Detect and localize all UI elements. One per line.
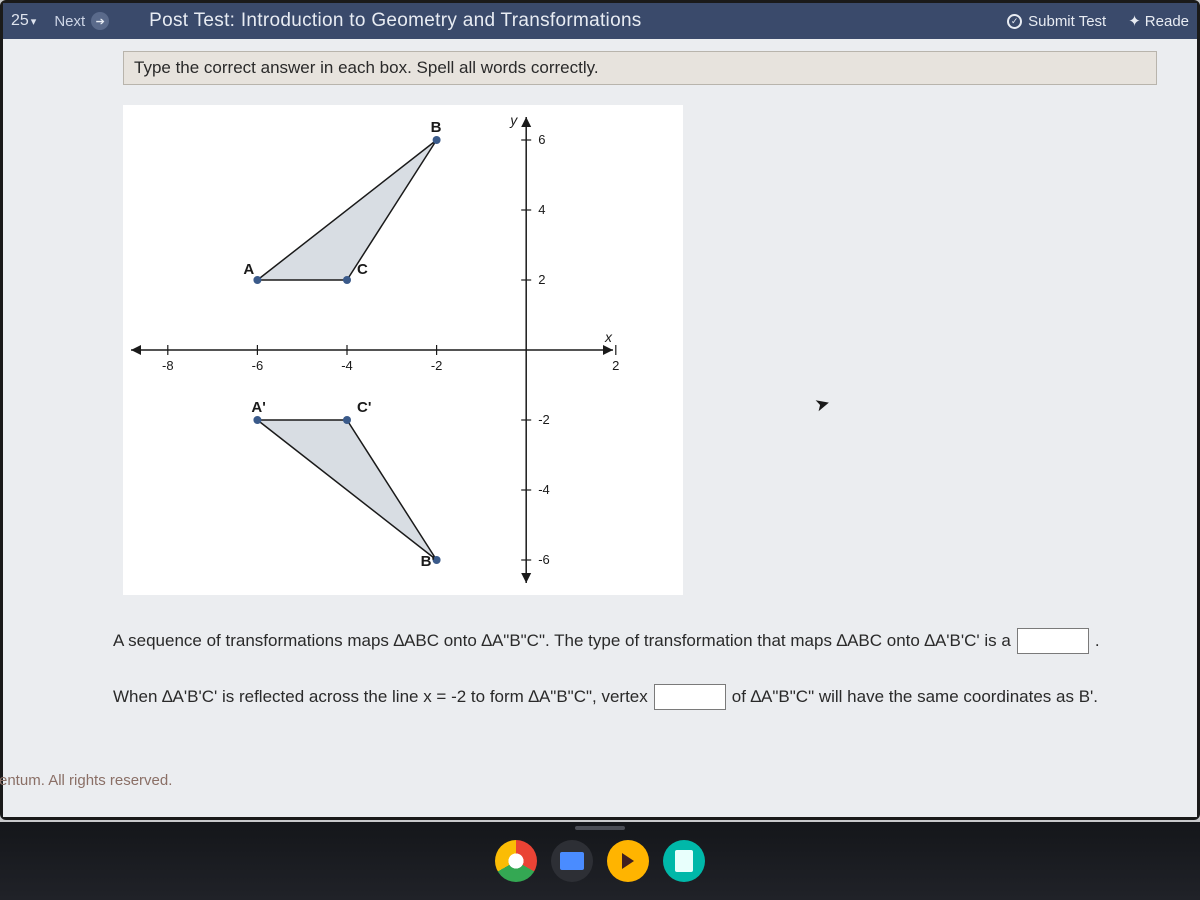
question-text: A sequence of transformations maps ∆ABC … [113, 619, 1177, 731]
q-line1: A sequence of transformations maps ∆ABC … [113, 619, 1011, 663]
svg-text:A: A [243, 261, 254, 278]
coordinate-graph: x y -8 -6 -4 -2 2 -6 -4 -2 2 4 6 A B C A' B' C' [123, 105, 683, 595]
q-line2-pre: When ∆A'B'C' is reflected across the lin… [113, 675, 648, 719]
svg-text:-4: -4 [341, 358, 353, 373]
instruction-bar: Type the correct answer in each box. Spe… [123, 51, 1157, 85]
svg-text:6: 6 [538, 132, 545, 147]
q-line2-post: of ∆A"B"C" will have the same coordinate… [732, 675, 1098, 719]
svg-text:C: C [357, 261, 368, 278]
submit-test-button[interactable]: ✓ Submit Test [1007, 13, 1106, 30]
next-label: Next [54, 13, 85, 30]
taskbar [0, 822, 1200, 900]
next-button[interactable]: Next ➔ [54, 12, 109, 30]
answer-input-2[interactable] [654, 684, 726, 710]
reader-label: Reade [1145, 13, 1189, 30]
reader-tools-button[interactable]: ✦ Reade [1128, 12, 1189, 30]
submit-label: Submit Test [1028, 13, 1106, 30]
svg-text:y: y [509, 112, 518, 128]
files-icon[interactable] [551, 840, 593, 882]
svg-text:B: B [431, 119, 442, 136]
arrow-right-icon: ➔ [91, 12, 109, 30]
chevron-down-icon: ▾ [31, 16, 37, 28]
svg-text:C': C' [357, 399, 371, 416]
svg-text:A': A' [251, 399, 265, 416]
svg-text:-2: -2 [538, 412, 550, 427]
svg-text:-6: -6 [252, 358, 264, 373]
svg-text:4: 4 [538, 202, 545, 217]
docs-icon[interactable] [663, 840, 705, 882]
answer-input-1[interactable] [1017, 628, 1089, 654]
chrome-icon[interactable] [495, 840, 537, 882]
screen: 25▾ Next ➔ Post Test: Introduction to Ge… [0, 0, 1200, 820]
svg-text:-6: -6 [538, 552, 550, 567]
question-number[interactable]: 25▾ [11, 12, 36, 30]
svg-text:2: 2 [538, 272, 545, 287]
topbar: 25▾ Next ➔ Post Test: Introduction to Ge… [3, 3, 1197, 39]
check-circle-icon: ✓ [1007, 14, 1022, 29]
taskbar-handle [575, 826, 625, 830]
svg-text:-4: -4 [538, 482, 550, 497]
svg-text:2: 2 [612, 358, 619, 373]
instruction-text: Type the correct answer in each box. Spe… [134, 58, 599, 78]
page-title: Post Test: Introduction to Geometry and … [149, 10, 641, 32]
wand-icon: ✦ [1128, 12, 1141, 30]
svg-text:-8: -8 [162, 358, 174, 373]
footer-copyright: entum. All rights reserved. [0, 772, 172, 789]
cursor-icon: ➤ [813, 392, 833, 416]
q-line1-trail: . [1095, 619, 1100, 663]
content-area: Type the correct answer in each box. Spe… [3, 39, 1197, 817]
play-icon[interactable] [607, 840, 649, 882]
svg-text:-2: -2 [431, 358, 443, 373]
svg-text:B': B' [421, 553, 435, 570]
svg-text:x: x [604, 329, 613, 345]
